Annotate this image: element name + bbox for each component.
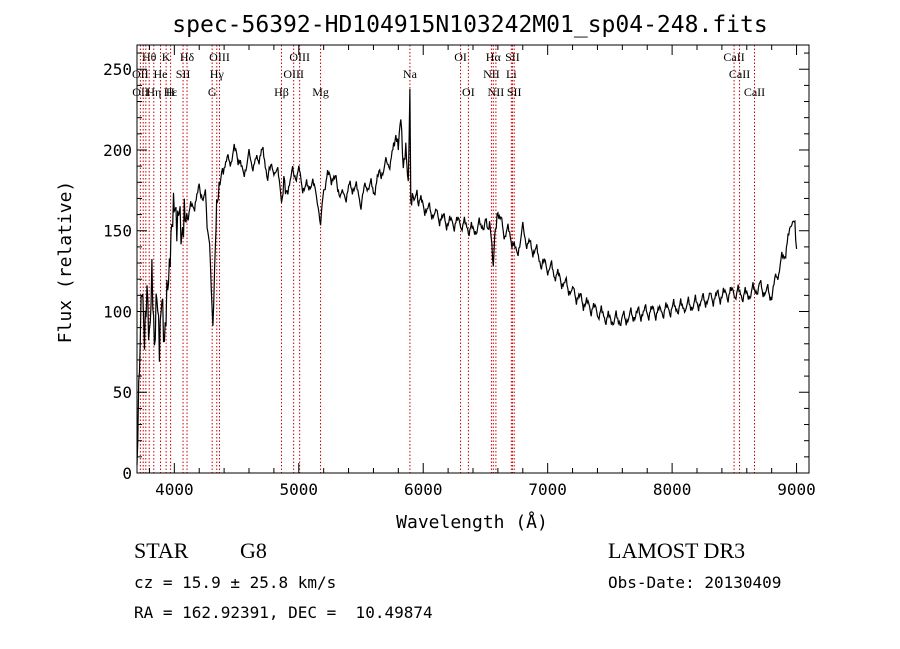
line-label: OI <box>462 85 475 99</box>
line-label: SII <box>176 67 191 81</box>
line-label: Hα <box>486 50 502 64</box>
line-label: OII <box>132 67 149 81</box>
line-label: Li <box>506 67 517 81</box>
line-label: OIII <box>289 50 310 64</box>
line-label: Hθ <box>142 50 157 64</box>
x-tick-label: 8000 <box>653 480 692 499</box>
line-label: G <box>208 85 217 99</box>
line-label: Hβ <box>274 85 289 99</box>
line-label: He <box>154 67 168 81</box>
y-tick-label: 200 <box>103 141 132 160</box>
y-tick-label: 100 <box>103 302 132 321</box>
y-tick-label: 250 <box>103 60 132 79</box>
y-tick-label: 50 <box>113 383 132 402</box>
line-label: CaII <box>723 50 744 64</box>
line-label: OIII <box>283 67 304 81</box>
y-axis: 0 50 100 150 200 250 <box>103 52 809 483</box>
line-label: CaII <box>729 67 750 81</box>
line-label: NII <box>483 67 500 81</box>
y-tick-label: 0 <box>122 464 132 483</box>
line-label: OI <box>454 50 467 64</box>
line-label: Mg <box>312 85 329 99</box>
line-label: K <box>162 50 171 64</box>
plot-frame <box>136 44 810 474</box>
emission-line-markers <box>139 45 755 473</box>
x-tick-label: 6000 <box>404 480 443 499</box>
line-label: OII <box>132 85 149 99</box>
line-label: Hγ <box>210 67 225 81</box>
x-tick-label: 5000 <box>280 480 319 499</box>
redshift-cz: cz = 15.9 ± 25.8 km/s <box>134 573 337 592</box>
x-tick-label: 9000 <box>777 480 816 499</box>
line-label: NII <box>488 85 505 99</box>
line-label: SII <box>505 50 520 64</box>
y-tick-label: 150 <box>103 222 132 241</box>
line-label: Hδ <box>180 50 195 64</box>
x-tick-label: 7000 <box>528 480 567 499</box>
x-axis: 4000 5000 6000 7000 8000 9000 <box>148 45 816 499</box>
survey-name: LAMOST DR3 <box>608 538 746 563</box>
chart-title: spec-56392-HD104915N103242M01_sp04-248.f… <box>172 12 767 38</box>
line-label: SII <box>507 85 522 99</box>
flux-series-line <box>136 88 798 465</box>
line-label: Hη <box>146 85 161 99</box>
line-label: OIII <box>209 50 230 64</box>
line-label: Na <box>403 67 418 81</box>
line-label: Hε <box>164 85 178 99</box>
y-axis-label: Flux (relative) <box>55 181 76 344</box>
sky-coordinates: RA = 162.92391, DEC = 10.49874 <box>134 603 433 622</box>
x-tick-label: 4000 <box>155 480 194 499</box>
x-axis-label: Wavelength (Å) <box>396 511 548 533</box>
observation-date: Obs-Date: 20130409 <box>608 573 782 592</box>
line-label: CaII <box>744 85 765 99</box>
object-class: STAR <box>134 538 189 563</box>
object-subclass: G8 <box>240 538 267 563</box>
line-label: H <box>166 85 175 99</box>
